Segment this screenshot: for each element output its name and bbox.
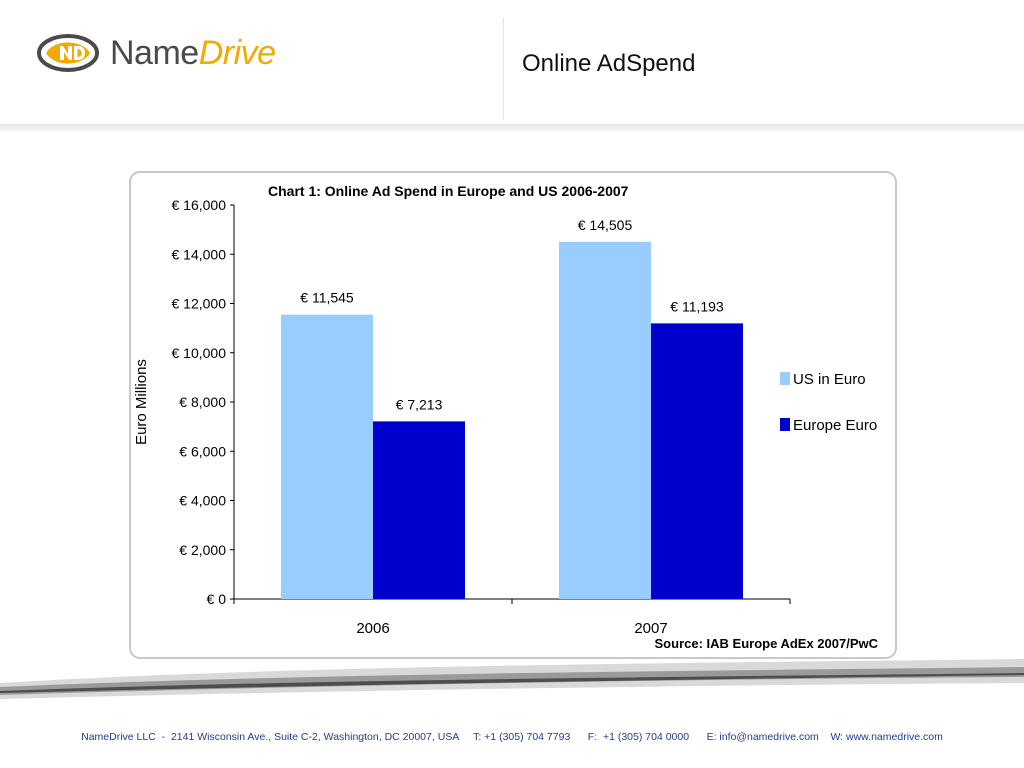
legend-swatch [780,418,790,431]
footer-contact: NameDrive LLC - 2141 Wisconsin Ave., Sui… [81,731,943,743]
x-tick-label: 2006 [356,620,389,637]
chart-title: Chart 1: Online Ad Spend in Europe and U… [268,183,629,199]
footer-swoosh [0,659,1024,699]
bar [281,314,373,599]
bar-value-label: € 7,213 [396,396,443,412]
y-tick-label: € 8,000 [179,394,226,410]
bar-value-label: € 14,505 [578,217,633,233]
y-tick-label: € 10,000 [172,345,227,361]
brand-name: NameDrive [110,34,276,73]
legend-label: Europe Euro [793,417,877,434]
chart-panel: Chart 1: Online Ad Spend in Europe and U… [128,170,898,660]
bar-value-label: € 11,545 [300,290,354,306]
bar [373,421,465,599]
slide-title: Online AdSpend [522,50,696,77]
chart-border [129,171,897,659]
namedrive-logo-icon [37,34,99,72]
header-shadow [0,124,1024,134]
y-tick-label: € 14,000 [172,246,227,262]
legend-swatch [780,372,790,385]
y-tick-label: € 6,000 [179,443,226,459]
slide-header: NameDrive Online AdSpend [0,0,1024,128]
brand-name-main: Name [110,33,199,72]
brand-name-accent: Drive [198,33,276,72]
legend-label: US in Euro [793,371,866,388]
header-divider [503,18,504,120]
bar-chart: Chart 1: Online Ad Spend in Europe and U… [129,171,897,659]
bar-value-label: € 11,193 [670,298,724,314]
y-tick-label: € 4,000 [179,493,226,509]
y-tick-label: € 0 [207,591,227,607]
y-axis-label: Euro Millions [133,359,150,445]
bar [651,323,743,599]
brand-logo: NameDrive [36,30,276,76]
y-tick-label: € 12,000 [172,296,227,312]
y-tick-label: € 16,000 [172,197,227,213]
bar [559,241,651,599]
x-tick-label: 2007 [634,620,667,637]
y-tick-label: € 2,000 [179,542,226,558]
chart-source: Source: IAB Europe AdEx 2007/PwC [655,636,879,651]
